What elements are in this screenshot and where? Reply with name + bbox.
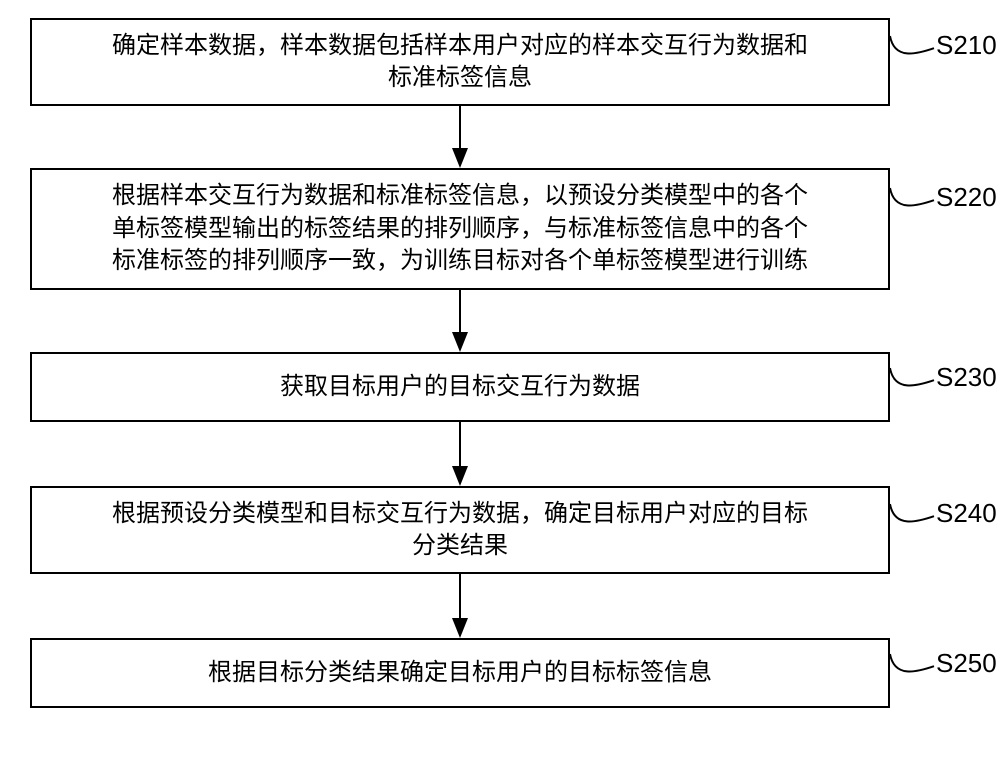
arrow-head-s220-s230 <box>452 332 468 352</box>
callout-s240 <box>890 504 934 522</box>
callout-s230 <box>890 368 934 386</box>
flow-step-s210: 确定样本数据，样本数据包括样本用户对应的样本交互行为数据和 标准标签信息 <box>30 18 890 106</box>
callout-s250 <box>890 654 934 672</box>
arrow-head-s230-s240 <box>452 466 468 486</box>
flow-step-label-s250: S250 <box>936 648 997 679</box>
arrow-head-s240-s250 <box>452 618 468 638</box>
flow-step-label-s230: S230 <box>936 362 997 393</box>
flow-step-s230: 获取目标用户的目标交互行为数据 <box>30 352 890 422</box>
callout-s220 <box>890 188 934 206</box>
callout-s210 <box>890 36 934 54</box>
flow-step-label-s210: S210 <box>936 30 997 61</box>
flow-step-s220: 根据样本交互行为数据和标准标签信息，以预设分类模型中的各个 单标签模型输出的标签… <box>30 168 890 290</box>
arrow-head-s210-s220 <box>452 148 468 168</box>
flow-step-label-s220: S220 <box>936 182 997 213</box>
flow-step-s250: 根据目标分类结果确定目标用户的目标标签信息 <box>30 638 890 708</box>
flow-step-label-s240: S240 <box>936 498 997 529</box>
flow-step-s240: 根据预设分类模型和目标交互行为数据，确定目标用户对应的目标 分类结果 <box>30 486 890 574</box>
